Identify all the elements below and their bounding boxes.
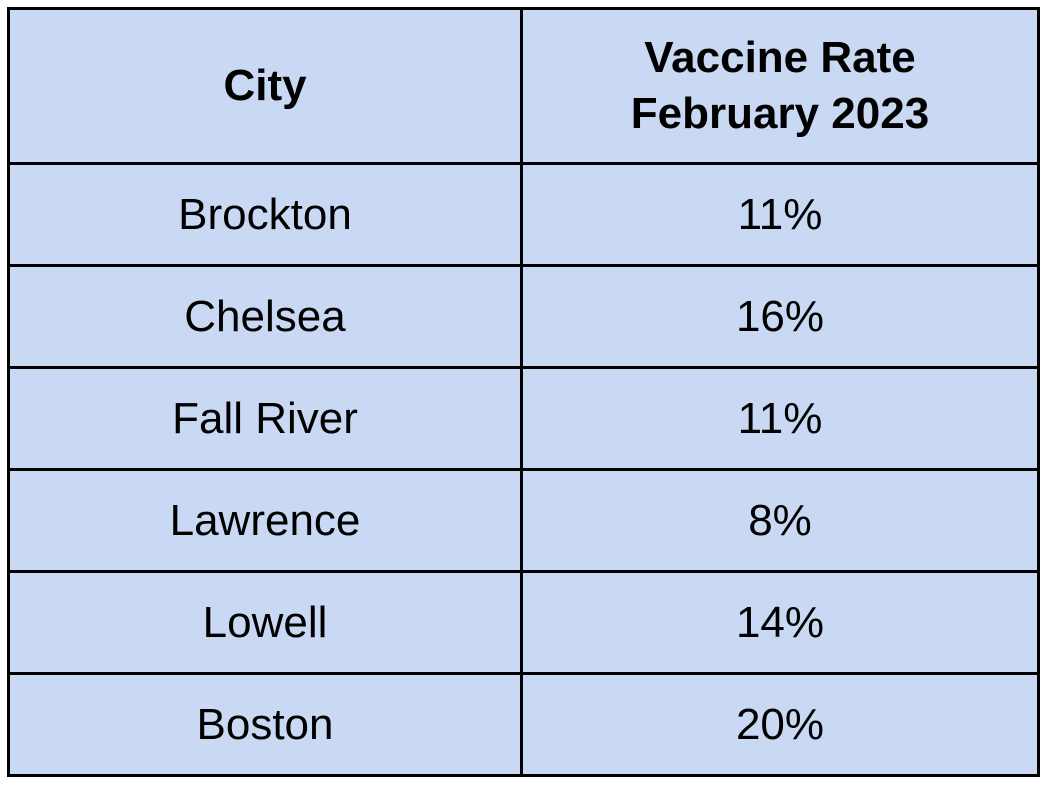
cell-city: Brockton xyxy=(7,162,523,267)
cell-city: Lawrence xyxy=(7,468,523,573)
table-row: Boston 20% xyxy=(7,672,1040,777)
cell-rate: 20% xyxy=(520,672,1040,777)
table-row: Chelsea 16% xyxy=(7,264,1040,369)
column-header-vaccine-rate-line2: February 2023 xyxy=(630,89,930,138)
column-header-vaccine-rate-line1: Vaccine Rate xyxy=(644,33,916,82)
cell-rate: 11% xyxy=(520,162,1040,267)
table-row: Fall River 11% xyxy=(7,366,1040,471)
table-row: Brockton 11% xyxy=(7,162,1040,267)
column-header-vaccine-rate: Vaccine Rate February 2023 xyxy=(520,7,1040,165)
cell-rate: 11% xyxy=(520,366,1040,471)
cell-city: Boston xyxy=(7,672,523,777)
table-row: Lawrence 8% xyxy=(7,468,1040,573)
vaccine-rate-table: City Vaccine Rate February 2023 Brockton… xyxy=(7,7,1040,777)
cell-rate: 8% xyxy=(520,468,1040,573)
table-row: Lowell 14% xyxy=(7,570,1040,675)
cell-city: Lowell xyxy=(7,570,523,675)
cell-city: Chelsea xyxy=(7,264,523,369)
table-header-row: City Vaccine Rate February 2023 xyxy=(7,7,1040,165)
cell-rate: 16% xyxy=(520,264,1040,369)
cell-rate: 14% xyxy=(520,570,1040,675)
cell-city: Fall River xyxy=(7,366,523,471)
column-header-city: City xyxy=(7,7,523,165)
